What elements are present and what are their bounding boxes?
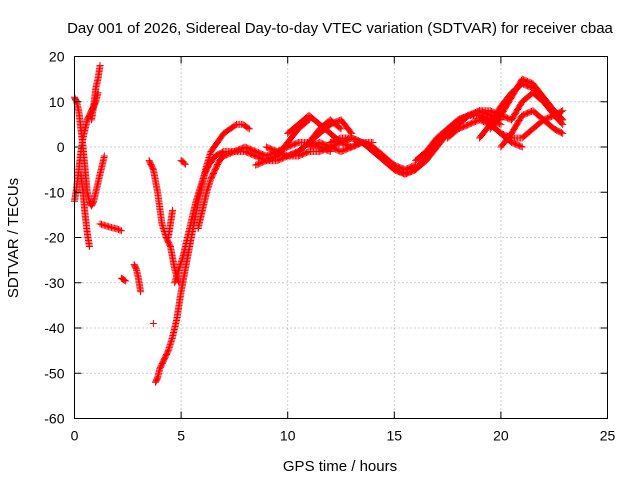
x-axis-label: GPS time / hours: [283, 458, 397, 475]
data-point: [229, 148, 237, 156]
chart-title: Day 001 of 2026, Sidereal Day-to-day VTE…: [67, 20, 613, 37]
x-axis-ticks: 0 5 10 15 20 25: [71, 56, 616, 444]
data-point: [96, 62, 104, 70]
series-point-3.7: [149, 319, 157, 327]
data-point: [558, 115, 566, 123]
y-axis-ticks: -60 -50 -40 -30 -20 -10 0 10 20: [44, 49, 608, 427]
y-tick-label: 0: [57, 139, 65, 155]
y-axis-label: SDTVAR / TECUs: [5, 178, 22, 298]
data-point: [117, 227, 125, 235]
data-point: [293, 139, 301, 147]
data-point: [231, 121, 239, 129]
series-arc-6-9: [194, 116, 313, 232]
x-tick-label: 5: [177, 428, 185, 444]
data-point: [180, 159, 188, 167]
series-arc-early-deep: [77, 170, 93, 251]
series-arc-3.5-5: [145, 157, 183, 287]
data-point: [464, 112, 472, 120]
y-tick-label: 20: [49, 49, 65, 65]
data-point: [517, 142, 525, 150]
data-point: [137, 288, 145, 296]
data-point: [122, 277, 130, 285]
data-point: [559, 107, 567, 115]
x-tick-label: 0: [71, 428, 79, 444]
data-point: [113, 225, 121, 233]
y-tick-label: 10: [49, 94, 65, 110]
series-arc-3h: [130, 261, 145, 296]
data-points: [71, 62, 567, 386]
data-point: [336, 124, 344, 132]
y-tick-label: -60: [44, 411, 64, 427]
y-tick-label: -10: [44, 184, 64, 200]
y-tick-label: -40: [44, 320, 64, 336]
data-point: [116, 226, 124, 234]
data-point: [115, 226, 123, 234]
data-point: [244, 124, 252, 132]
y-tick-label: -20: [44, 230, 64, 246]
series-arc-20-23: [497, 107, 567, 151]
data-point: [559, 116, 567, 124]
data-point: [169, 206, 177, 214]
series-arc-2h: [117, 274, 130, 285]
x-tick-label: 15: [387, 428, 403, 444]
data-point: [558, 129, 566, 137]
data-point: [518, 143, 526, 151]
data-point: [304, 148, 312, 156]
series-arc-early-spikes: [88, 62, 104, 124]
series-arc-1h: [96, 220, 125, 235]
data-point: [261, 157, 269, 165]
series-arc-4-7: [152, 120, 253, 386]
data-point: [559, 129, 567, 137]
series-point-5: [177, 157, 189, 168]
x-tick-label: 10: [280, 428, 296, 444]
data-point: [245, 125, 253, 133]
data-point: [85, 243, 93, 251]
series-arc-early-down: [71, 93, 108, 210]
x-tick-label: 25: [600, 428, 616, 444]
data-point: [121, 276, 129, 284]
series-arc-4.5-spike: [164, 206, 177, 241]
y-tick-label: -30: [44, 275, 64, 291]
data-point: [181, 160, 189, 168]
data-point: [149, 319, 157, 327]
data-point: [100, 152, 108, 160]
data-point: [336, 135, 344, 143]
y-tick-label: -50: [44, 365, 64, 381]
data-point: [337, 125, 345, 133]
data-point: [347, 128, 355, 136]
series-arc-20.5-23: [508, 89, 567, 124]
data-point: [558, 107, 566, 115]
x-tick-label: 20: [493, 428, 509, 444]
